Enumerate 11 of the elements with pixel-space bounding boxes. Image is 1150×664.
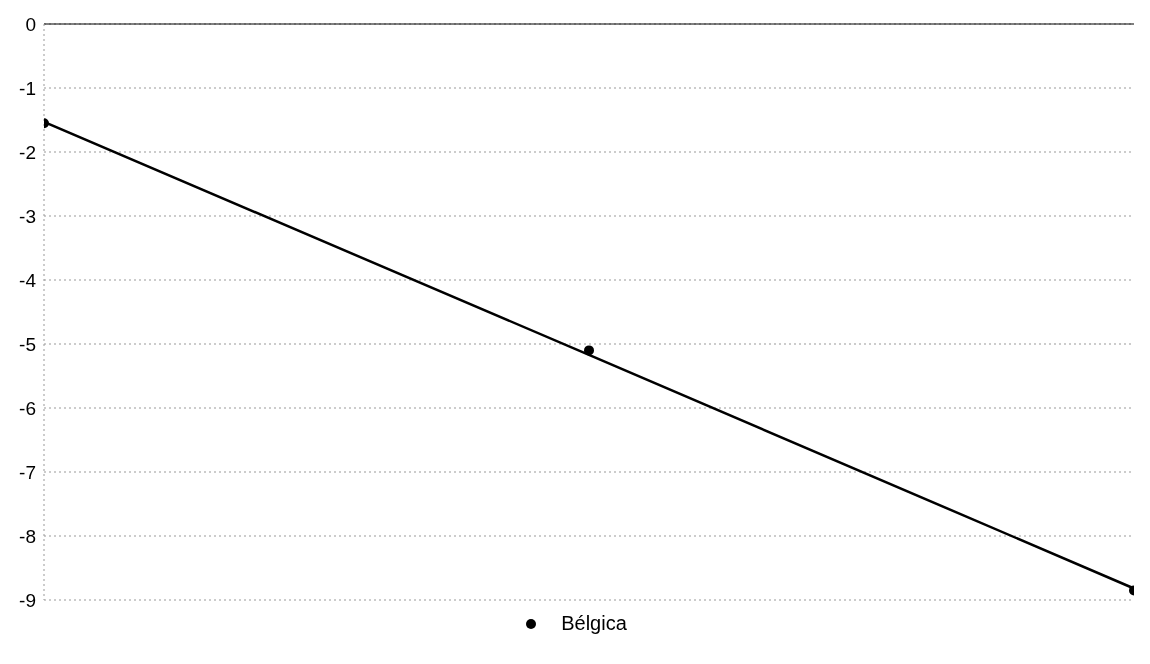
y-tick-label: -6 (19, 397, 36, 419)
y-tick-label: -3 (19, 205, 36, 227)
y-tick-label: -4 (19, 269, 37, 291)
y-tick-label: -8 (19, 525, 36, 547)
y-tick-label: -1 (19, 77, 36, 99)
legend-label: Bélgica (561, 612, 627, 635)
y-tick-label: -7 (19, 461, 36, 483)
y-tick-label: -9 (19, 589, 36, 611)
y-tick-label: 0 (25, 13, 36, 35)
y-tick-label: -5 (19, 333, 36, 355)
y-tick-label: -2 (19, 141, 36, 163)
